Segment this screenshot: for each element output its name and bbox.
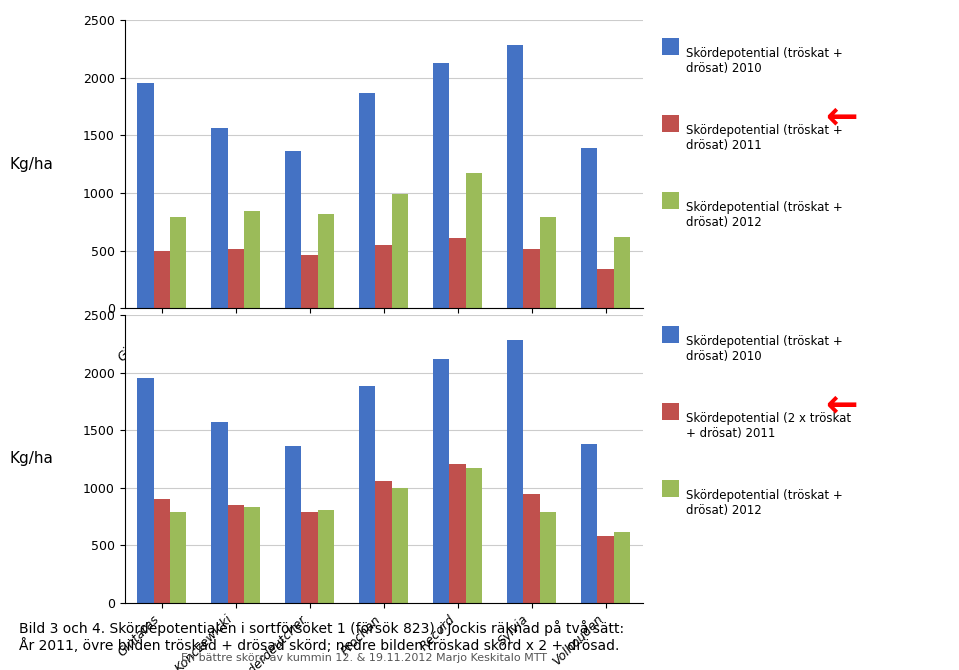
Bar bbox=[581, 148, 597, 308]
Bar bbox=[227, 249, 244, 308]
Bar bbox=[507, 340, 524, 603]
Text: Skördepotential (tröskat +
drösat) 2010: Skördepotential (tröskat + drösat) 2010 bbox=[686, 47, 842, 75]
Bar bbox=[244, 212, 260, 308]
Bar bbox=[211, 129, 227, 308]
Bar bbox=[466, 468, 482, 603]
Bar bbox=[614, 531, 630, 603]
Bar bbox=[376, 245, 391, 308]
Bar bbox=[376, 481, 391, 603]
Text: Bild 3 och 4. Skördepotentialen i sortförsöket 1 (försök 823) i Jockis räknad på: Bild 3 och 4. Skördepotentialen i sortfö… bbox=[19, 620, 624, 653]
Bar bbox=[391, 488, 408, 603]
Bar bbox=[285, 151, 301, 308]
Bar bbox=[450, 464, 466, 603]
Text: Kg/ha: Kg/ha bbox=[10, 452, 54, 466]
Bar bbox=[317, 510, 334, 603]
Text: Skördepotential (2 x tröskat
+ drösat) 2011: Skördepotential (2 x tröskat + drösat) 2… bbox=[686, 412, 851, 440]
Bar bbox=[597, 536, 614, 603]
Bar bbox=[391, 194, 408, 308]
Bar bbox=[507, 46, 524, 308]
Bar bbox=[524, 249, 540, 308]
Text: ←: ← bbox=[825, 98, 857, 136]
Bar bbox=[433, 358, 450, 603]
Bar bbox=[450, 238, 466, 308]
Bar bbox=[317, 214, 334, 308]
Bar bbox=[227, 505, 244, 603]
Bar bbox=[433, 63, 450, 308]
Bar bbox=[360, 92, 376, 308]
Bar bbox=[524, 494, 540, 603]
Bar bbox=[137, 84, 153, 308]
Text: Kg/ha: Kg/ha bbox=[10, 157, 54, 172]
Bar bbox=[597, 269, 614, 308]
Bar bbox=[466, 174, 482, 308]
Bar bbox=[301, 255, 317, 308]
Text: Skördepotential (tröskat +
drösat) 2012: Skördepotential (tröskat + drösat) 2012 bbox=[686, 489, 842, 517]
Bar bbox=[170, 512, 186, 603]
Bar bbox=[244, 507, 260, 603]
Bar bbox=[301, 512, 317, 603]
Bar bbox=[137, 379, 153, 603]
Bar bbox=[285, 446, 301, 603]
Bar bbox=[153, 251, 170, 308]
Bar bbox=[614, 237, 630, 308]
Bar bbox=[360, 387, 376, 603]
Bar bbox=[153, 499, 170, 603]
Bar bbox=[170, 217, 186, 308]
Bar bbox=[540, 512, 556, 603]
Text: Skördepotential (tröskat +
drösat) 2010: Skördepotential (tröskat + drösat) 2010 bbox=[686, 335, 842, 363]
Text: Skördepotential (tröskat +
drösat) 2012: Skördepotential (tröskat + drösat) 2012 bbox=[686, 201, 842, 229]
Bar bbox=[540, 217, 556, 308]
Bar bbox=[211, 422, 227, 603]
Bar bbox=[581, 444, 597, 603]
Text: ←: ← bbox=[825, 387, 857, 424]
Text: Skördepotential (tröskat +
drösat) 2011: Skördepotential (tröskat + drösat) 2011 bbox=[686, 124, 842, 152]
Text: En bättre skörd av kummin 12. & 19.11.2012 Marjo Keskitalo MTT: En bättre skörd av kummin 12. & 19.11.20… bbox=[181, 653, 548, 663]
